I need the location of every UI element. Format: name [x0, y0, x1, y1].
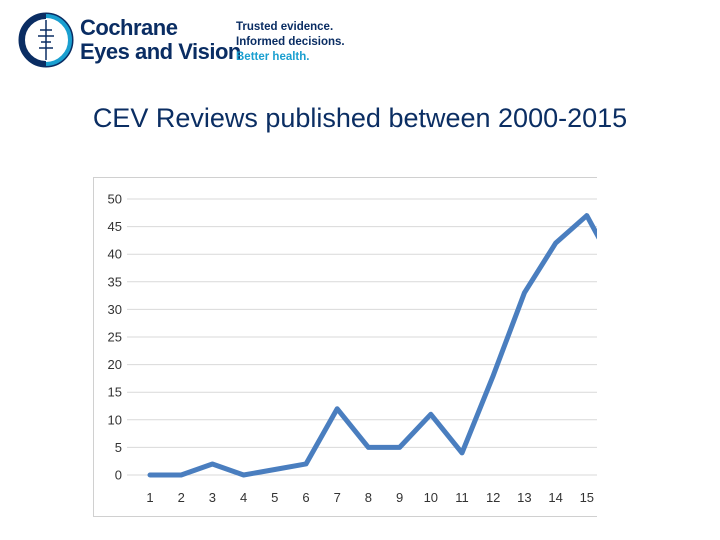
- cochrane-logo-icon: [18, 12, 74, 68]
- x-tick-label: 2: [178, 490, 185, 505]
- x-tick-label: 7: [334, 490, 341, 505]
- series-line: [147, 213, 597, 478]
- x-tick-label: 10: [424, 490, 438, 505]
- x-tick-label: 3: [209, 490, 216, 505]
- y-tick-label: 0: [115, 468, 122, 483]
- y-tick-label: 35: [108, 274, 122, 289]
- y-tick-label: 40: [108, 247, 122, 262]
- x-tick-label: 6: [302, 490, 309, 505]
- x-tick-label: 1: [146, 490, 153, 505]
- line-chart: 0 5 10 15 20 25 30 35 40 45 50 1 2 3 4 5 6 7 8 9 10 11 12 13 14 1…: [93, 177, 597, 517]
- y-tick-label: 45: [108, 219, 122, 234]
- org-name-line1: Cochrane: [80, 15, 178, 40]
- x-tick-label: 12: [486, 490, 500, 505]
- x-tick-label: 8: [365, 490, 372, 505]
- x-tick-label: 11: [455, 490, 469, 505]
- cochrane-logo: Cochrane Eyes and Vision Trusted evidenc…: [18, 12, 358, 68]
- y-tick-label: 10: [108, 412, 122, 427]
- x-tick-label: 14: [548, 490, 562, 505]
- x-tick-label: 13: [517, 490, 531, 505]
- tagline: Trusted evidence. Informed decisions. Be…: [236, 20, 345, 65]
- y-tick-label: 25: [108, 330, 122, 345]
- x-tick-label: 15: [580, 490, 594, 505]
- y-tick-label: 20: [108, 357, 122, 372]
- org-name-line2: Eyes and Vision: [80, 39, 241, 64]
- x-tick-label: 5: [271, 490, 278, 505]
- tagline-line1: Trusted evidence.: [236, 21, 334, 33]
- y-tick-label: 15: [108, 385, 122, 400]
- tagline-line3: Better health.: [236, 51, 310, 63]
- tagline-line2: Informed decisions.: [236, 36, 345, 48]
- y-tick-label: 30: [108, 302, 122, 317]
- org-name: Cochrane Eyes and Vision: [80, 16, 241, 64]
- y-tick-label: 50: [108, 192, 122, 207]
- x-tick-label: 9: [396, 490, 403, 505]
- x-tick-label: 4: [240, 490, 247, 505]
- y-tick-label: 5: [115, 440, 122, 455]
- slide-title: CEV Reviews published between 2000-2015: [92, 103, 628, 133]
